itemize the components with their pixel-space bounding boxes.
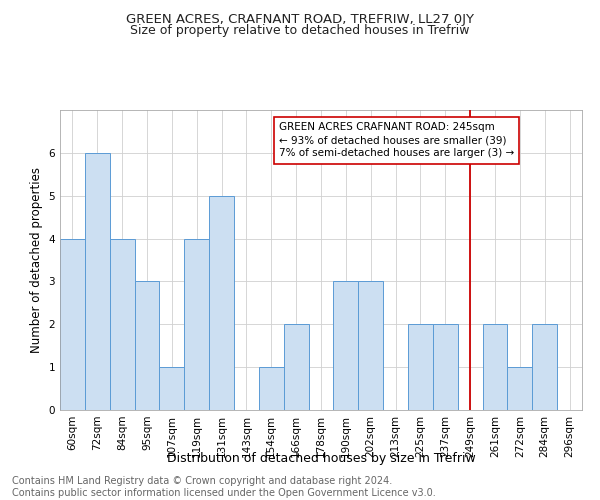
Text: Contains HM Land Registry data © Crown copyright and database right 2024.
Contai: Contains HM Land Registry data © Crown c… — [12, 476, 436, 498]
Bar — [134, 282, 160, 410]
Bar — [433, 324, 458, 410]
Bar — [508, 367, 532, 410]
Bar — [408, 324, 433, 410]
Bar — [482, 324, 508, 410]
Bar — [532, 324, 557, 410]
Bar — [85, 153, 110, 410]
Y-axis label: Number of detached properties: Number of detached properties — [30, 167, 43, 353]
Text: Size of property relative to detached houses in Trefriw: Size of property relative to detached ho… — [130, 24, 470, 37]
Text: GREEN ACRES, CRAFNANT ROAD, TREFRIW, LL27 0JY: GREEN ACRES, CRAFNANT ROAD, TREFRIW, LL2… — [126, 12, 474, 26]
Bar — [334, 282, 358, 410]
Bar — [110, 238, 134, 410]
Bar — [209, 196, 234, 410]
Bar — [358, 282, 383, 410]
Bar — [60, 238, 85, 410]
Bar — [284, 324, 308, 410]
Bar — [160, 367, 184, 410]
Text: GREEN ACRES CRAFNANT ROAD: 245sqm
← 93% of detached houses are smaller (39)
7% o: GREEN ACRES CRAFNANT ROAD: 245sqm ← 93% … — [279, 122, 514, 158]
Bar — [259, 367, 284, 410]
Text: Distribution of detached houses by size in Trefriw: Distribution of detached houses by size … — [167, 452, 475, 465]
Bar — [184, 238, 209, 410]
